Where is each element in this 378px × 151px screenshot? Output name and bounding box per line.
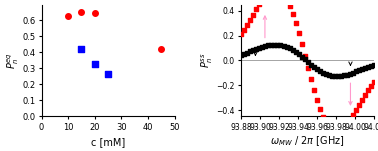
Point [250,13,256,16]
Point [332,75,338,77]
Point [92,12,98,14]
Point [287,5,293,7]
Point [329,75,335,77]
Point [290,49,296,51]
Point [347,119,353,121]
Point [350,71,356,74]
Y-axis label: $P_n^{ss}$: $P_n^{ss}$ [200,53,215,68]
Point [277,44,284,46]
Point [335,75,341,77]
Point [105,73,111,75]
Point [317,70,323,72]
Point [341,127,347,129]
Point [359,68,365,70]
Point [253,48,259,50]
Point [287,47,293,50]
Point [305,61,311,63]
Point [247,50,253,53]
Point [290,13,296,15]
Point [353,109,359,111]
Point [338,75,344,77]
Point [335,130,341,133]
Point [311,66,317,68]
Point [250,49,256,51]
Point [247,19,253,21]
Point [244,51,250,54]
Point [296,32,302,35]
Point [244,24,250,26]
Point [326,74,332,76]
Point [256,47,262,49]
Point [368,65,374,67]
Y-axis label: $P_n^{eq}$: $P_n^{eq}$ [5,52,21,69]
Point [79,48,85,50]
Point [271,43,277,46]
Point [314,99,320,101]
Point [317,108,323,110]
X-axis label: c [mM]: c [mM] [91,137,125,147]
Point [368,84,374,87]
Point [341,74,347,77]
Point [353,70,359,73]
Point [241,29,247,31]
Point [320,72,326,74]
Point [299,43,305,46]
Point [356,69,362,71]
Point [293,51,299,53]
Point [323,122,329,124]
Point [268,44,274,46]
Point [359,98,365,101]
Point [296,53,302,56]
Point [65,14,71,17]
Point [305,67,311,69]
Point [338,129,344,132]
Point [362,93,368,96]
Point [344,73,350,76]
Point [158,48,164,50]
Point [326,126,332,129]
Point [262,45,268,47]
Point [329,129,335,132]
Point [302,58,308,61]
Point [259,46,265,48]
Point [332,131,338,133]
Point [365,89,371,91]
Point [350,114,356,116]
Point [265,44,271,47]
Point [241,52,247,55]
Point [293,22,299,24]
Point [302,55,308,57]
Point [238,53,244,56]
Point [92,63,98,66]
Point [299,56,305,58]
Point [344,123,350,125]
Point [311,89,317,91]
Point [256,3,262,6]
Point [362,67,368,69]
Point [371,80,377,83]
Point [371,64,377,66]
Point [280,45,287,47]
Point [356,104,362,106]
X-axis label: $\omega_{MW}$ / 2$\pi$ [GHz]: $\omega_{MW}$ / 2$\pi$ [GHz] [270,134,345,148]
Point [284,46,290,48]
Point [347,72,353,75]
Point [253,8,259,11]
Point [259,0,265,1]
Point [314,68,320,70]
Point [320,116,326,118]
Point [365,66,371,68]
Point [238,33,244,35]
Point [323,73,329,76]
Point [308,78,314,80]
Point [79,11,85,13]
Point [308,63,314,66]
Point [274,43,280,46]
